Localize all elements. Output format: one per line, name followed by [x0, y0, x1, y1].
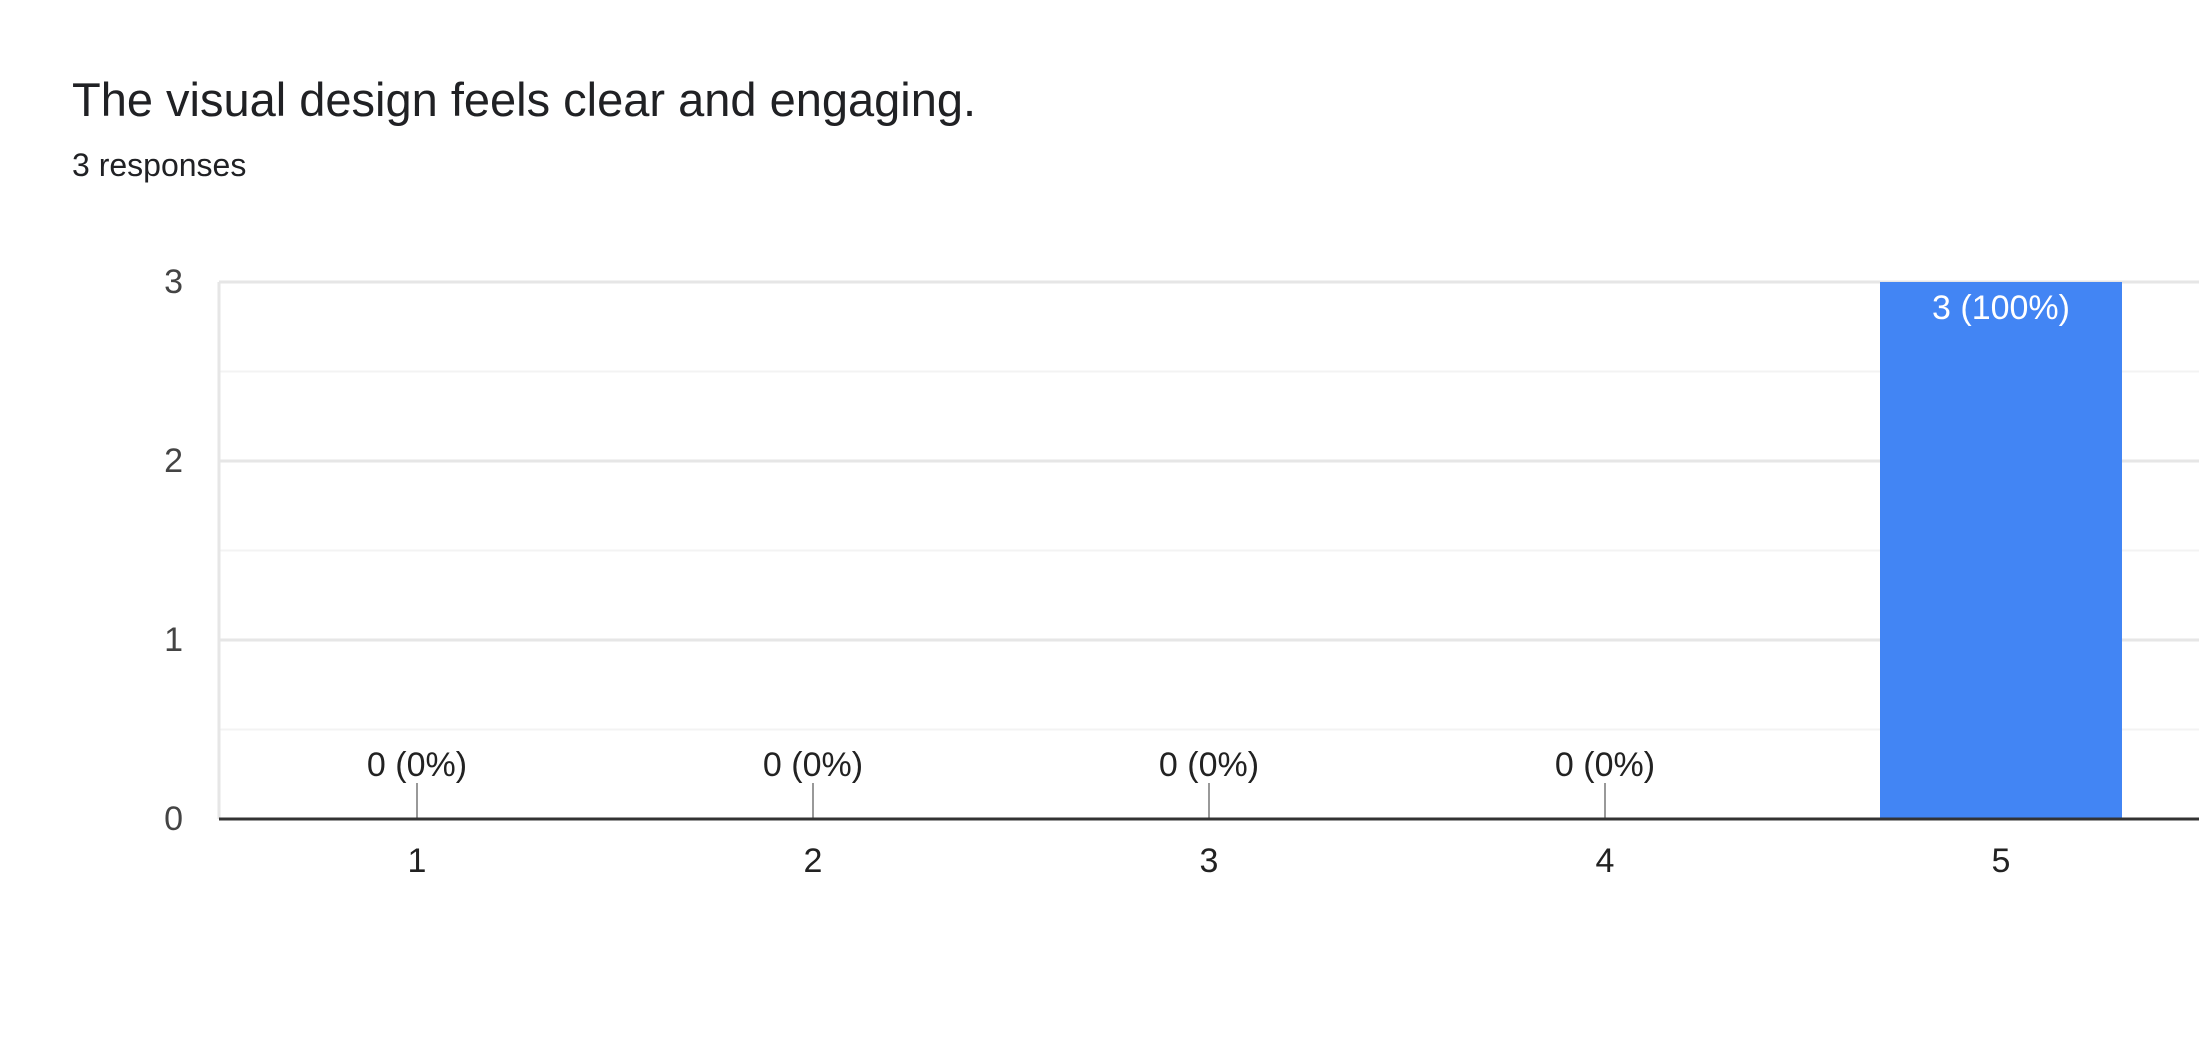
data-label: 0 (0%) [763, 746, 863, 784]
data-label: 0 (0%) [367, 746, 467, 784]
x-category-label: 4 [1596, 842, 1615, 880]
x-category-label: 1 [408, 842, 427, 880]
x-category-label: 3 [1200, 842, 1219, 880]
y-tick-label: 1 [164, 621, 183, 659]
x-category-label: 2 [804, 842, 823, 880]
data-label: 0 (0%) [1555, 746, 1655, 784]
response-count: 3 responses [72, 147, 247, 183]
x-category-label: 5 [1992, 842, 2011, 880]
data-label: 0 (0%) [1159, 746, 1259, 784]
question-title: The visual design feels clear and engagi… [72, 73, 977, 126]
y-tick-label: 2 [164, 442, 183, 480]
y-tick-label: 3 [164, 263, 183, 301]
bar [1880, 282, 2122, 819]
y-tick-label: 0 [164, 800, 183, 838]
data-label: 3 (100%) [1932, 289, 2070, 327]
